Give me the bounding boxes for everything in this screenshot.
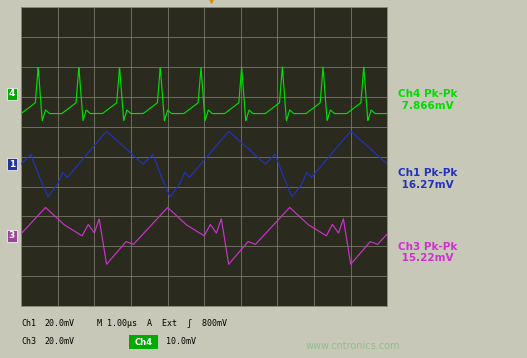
- Text: www.cntronics.com: www.cntronics.com: [306, 341, 400, 351]
- Text: Ch4 Pk-Pk
 7.866mV: Ch4 Pk-Pk 7.866mV: [398, 90, 457, 111]
- Text: M 1.00μs  A  Ext  ʃ  800mV: M 1.00μs A Ext ʃ 800mV: [97, 319, 228, 329]
- Text: 20.0mV: 20.0mV: [45, 319, 75, 329]
- Text: 1: 1: [9, 160, 15, 169]
- Text: 10.0mV: 10.0mV: [166, 337, 196, 347]
- Text: Ch4: Ch4: [134, 338, 153, 347]
- Text: 3: 3: [9, 231, 15, 240]
- Text: Ch3: Ch3: [21, 337, 36, 347]
- Text: Ch1: Ch1: [21, 319, 36, 329]
- Text: Ch1 Pk-Pk
 16.27mV: Ch1 Pk-Pk 16.27mV: [398, 168, 457, 190]
- Text: 4: 4: [9, 90, 15, 98]
- Text: 20.0mV: 20.0mV: [45, 337, 75, 347]
- Text: Ch3 Pk-Pk
 15.22mV: Ch3 Pk-Pk 15.22mV: [398, 242, 457, 263]
